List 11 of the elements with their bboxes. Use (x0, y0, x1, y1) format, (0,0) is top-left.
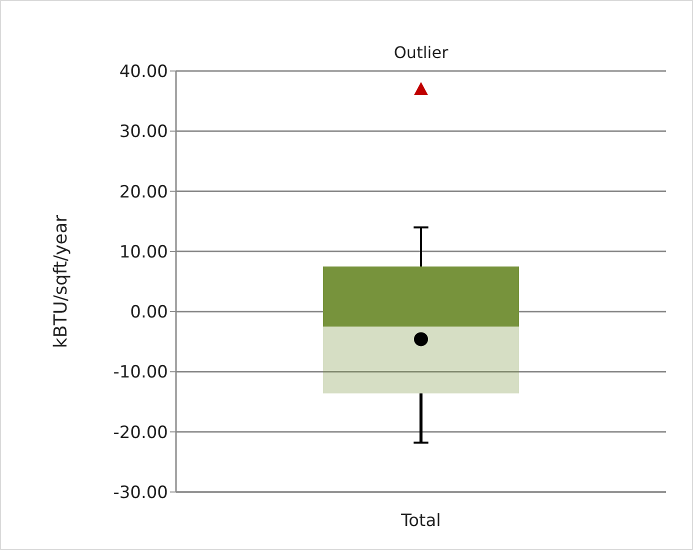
y-tick-label: -10.00 (113, 362, 168, 383)
y-tick-label: 40.00 (119, 62, 168, 82)
text: Outlier (392, 43, 450, 62)
y-axis-title: kBTU/sqft/year (50, 214, 72, 348)
y-tick-label: 20.00 (119, 182, 168, 202)
y-tick-label: 30.00 (119, 122, 168, 142)
y-tick-label: 0.00 (130, 302, 168, 323)
y-tick-label: -20.00 (113, 422, 168, 443)
x-tick-label: Total (400, 511, 441, 532)
y-tick-label: -30.00 (113, 483, 168, 504)
y-tick-label: 10.00 (119, 242, 168, 262)
